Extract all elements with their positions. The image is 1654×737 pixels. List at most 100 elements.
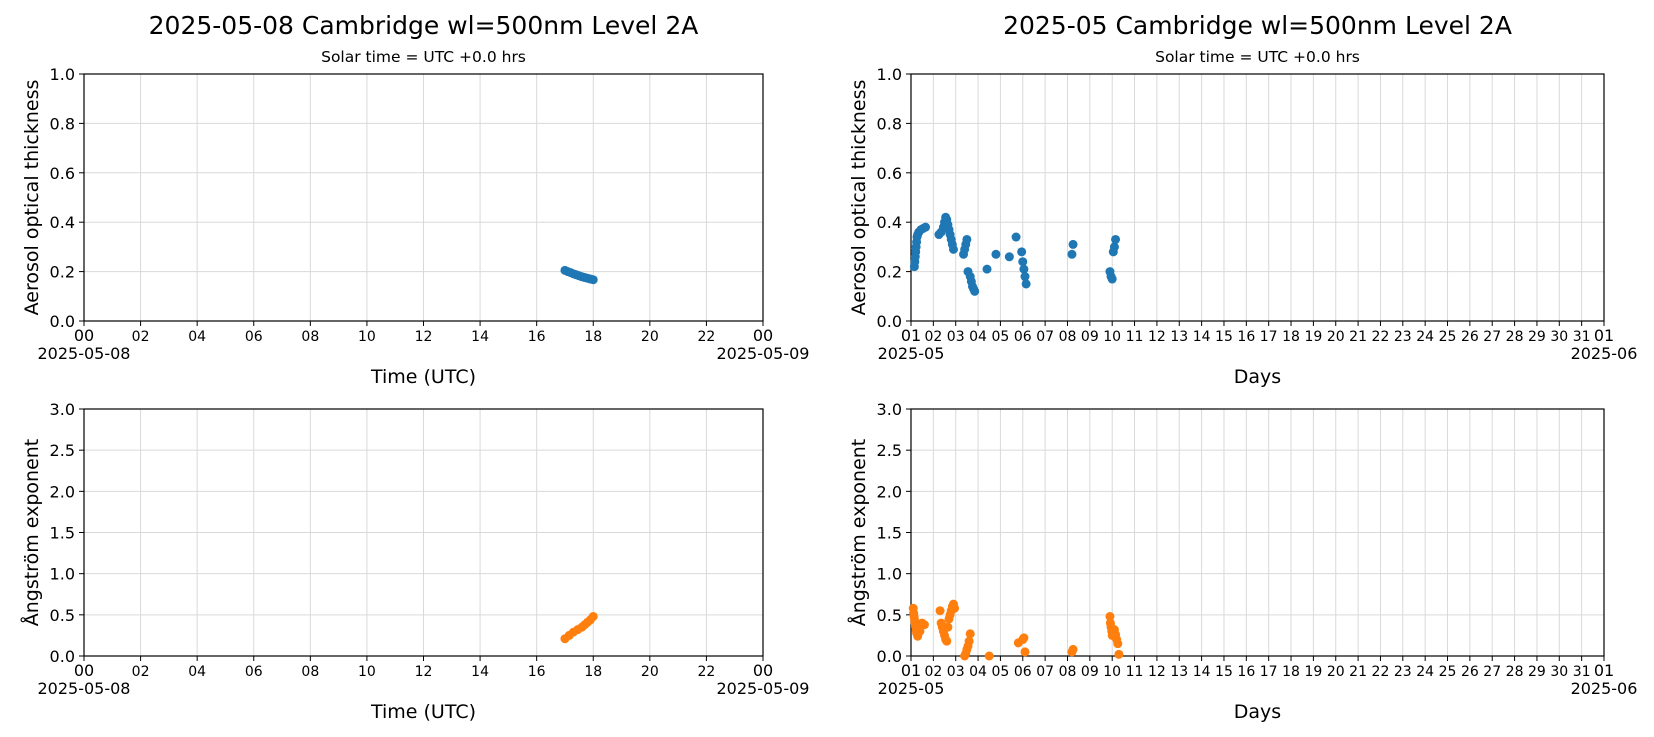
x-tick-label: 20 <box>641 664 659 680</box>
y-tick-label: 0.0 <box>50 312 75 331</box>
x-tick-label: 11 <box>1126 329 1144 345</box>
x-tick-label: 03 <box>947 664 965 680</box>
x-axis-label: Days <box>1234 701 1281 723</box>
x-tick-label: 23 <box>1394 329 1412 345</box>
x-date-start-label: 2025-05-08 <box>38 344 131 363</box>
x-tick-label: 11 <box>1126 664 1144 680</box>
x-tick-label: 27 <box>1483 329 1501 345</box>
x-tick-label: 28 <box>1506 329 1524 345</box>
x-date-start-label: 2025-05 <box>878 344 945 363</box>
x-tick-label: 08 <box>1059 329 1077 345</box>
chart-subtitle: Solar time = UTC +0.0 hrs <box>1155 48 1360 66</box>
y-tick-label: 0.0 <box>50 647 75 666</box>
data-point <box>915 626 925 636</box>
x-date-end-label: 2025-05-09 <box>717 344 810 363</box>
x-tick-label: 28 <box>1506 664 1524 680</box>
data-point <box>1109 242 1119 252</box>
data-point <box>984 651 994 661</box>
data-point <box>1105 611 1115 621</box>
x-tick-label: 16 <box>528 664 546 680</box>
data-point <box>970 286 980 296</box>
x-tick-label: 17 <box>1260 329 1278 345</box>
x-tick-label: 01 <box>901 661 921 680</box>
panel-monthly-ang: 01 02 03 04 05 06 07 08 09 10 11 12 13 14 15 16 17 18 19 20… <box>847 400 1637 723</box>
y-tick-label: 0.6 <box>50 164 75 183</box>
chart-subtitle: Solar time = UTC +0.0 hrs <box>321 48 526 66</box>
x-tick-label: 10 <box>358 329 376 345</box>
x-tick-label: 01 <box>901 326 921 345</box>
x-tick-label: 18 <box>1282 329 1300 345</box>
x-tick-label: 13 <box>1170 664 1188 680</box>
x-tick-label: 15 <box>1215 329 1233 345</box>
data-point <box>965 629 975 639</box>
data-point <box>1019 633 1029 643</box>
y-tick-label: 0.5 <box>877 606 902 625</box>
x-tick-label: 26 <box>1461 664 1479 680</box>
y-tick-label: 2.5 <box>50 441 75 460</box>
x-tick-label: 05 <box>992 664 1010 680</box>
data-point <box>1020 272 1030 282</box>
x-tick-label: 06 <box>245 664 263 680</box>
x-tick-label: 18 <box>584 664 602 680</box>
x-tick-label: 25 <box>1439 329 1457 345</box>
data-point <box>1021 279 1031 289</box>
x-tick-label: 31 <box>1573 329 1591 345</box>
x-tick-label: 22 <box>1372 329 1390 345</box>
x-tick-label: 08 <box>1059 664 1077 680</box>
data-point <box>1004 252 1014 262</box>
y-tick-label: 0.4 <box>877 213 902 232</box>
x-tick-label: 06 <box>245 329 263 345</box>
x-tick-label: 24 <box>1416 664 1434 680</box>
x-tick-label: 19 <box>1304 329 1322 345</box>
x-tick-label: 09 <box>1081 329 1099 345</box>
x-tick-label: 10 <box>358 664 376 680</box>
x-tick-label: 14 <box>471 664 489 680</box>
x-axis-label: Days <box>1234 366 1281 388</box>
x-tick-label: 04 <box>969 329 987 345</box>
chart-title: 2025-05 Cambridge wl=500nm Level 2A <box>1003 11 1512 40</box>
data-point <box>921 222 931 232</box>
y-tick-label: 1.0 <box>50 65 75 84</box>
x-tick-label: 01 <box>1594 326 1614 345</box>
y-tick-label: 0.2 <box>50 263 75 282</box>
data-point <box>919 620 929 630</box>
x-tick-label: 14 <box>1193 664 1211 680</box>
x-axis-label: Time (UTC) <box>370 366 476 388</box>
data-point <box>588 275 598 285</box>
data-point <box>1068 644 1078 654</box>
x-tick-label: 30 <box>1550 664 1568 680</box>
data-point <box>1011 232 1021 242</box>
x-tick-label: 01 <box>1594 661 1614 680</box>
x-tick-label: 29 <box>1528 329 1546 345</box>
data-point <box>942 636 952 646</box>
data-point <box>1068 239 1078 249</box>
y-tick-label: 3.0 <box>877 400 902 419</box>
x-tick-label: 24 <box>1416 329 1434 345</box>
y-axis-label: Ångström exponent <box>20 439 43 627</box>
data-point <box>964 636 974 646</box>
y-tick-label: 0.2 <box>877 263 902 282</box>
y-axis-label: Aerosol optical thickness <box>21 80 43 316</box>
x-tick-label: 00 <box>74 661 94 680</box>
x-date-end-label: 2025-05-09 <box>717 679 810 698</box>
x-tick-label: 05 <box>992 329 1010 345</box>
x-tick-label: 15 <box>1215 664 1233 680</box>
x-tick-label: 23 <box>1394 664 1412 680</box>
x-tick-label: 00 <box>753 326 773 345</box>
data-point <box>943 622 953 632</box>
y-tick-label: 1.5 <box>50 524 75 543</box>
x-tick-label: 02 <box>132 329 150 345</box>
y-tick-label: 2.5 <box>877 441 902 460</box>
y-tick-label: 0.4 <box>50 213 75 232</box>
x-tick-label: 16 <box>528 329 546 345</box>
x-tick-label: 02 <box>924 664 942 680</box>
x-tick-label: 30 <box>1550 329 1568 345</box>
x-tick-label: 21 <box>1349 664 1367 680</box>
data-point <box>1020 647 1030 657</box>
x-tick-label: 22 <box>698 664 716 680</box>
x-tick-label: 12 <box>415 329 433 345</box>
data-point <box>962 234 972 244</box>
x-tick-label: 20 <box>641 329 659 345</box>
